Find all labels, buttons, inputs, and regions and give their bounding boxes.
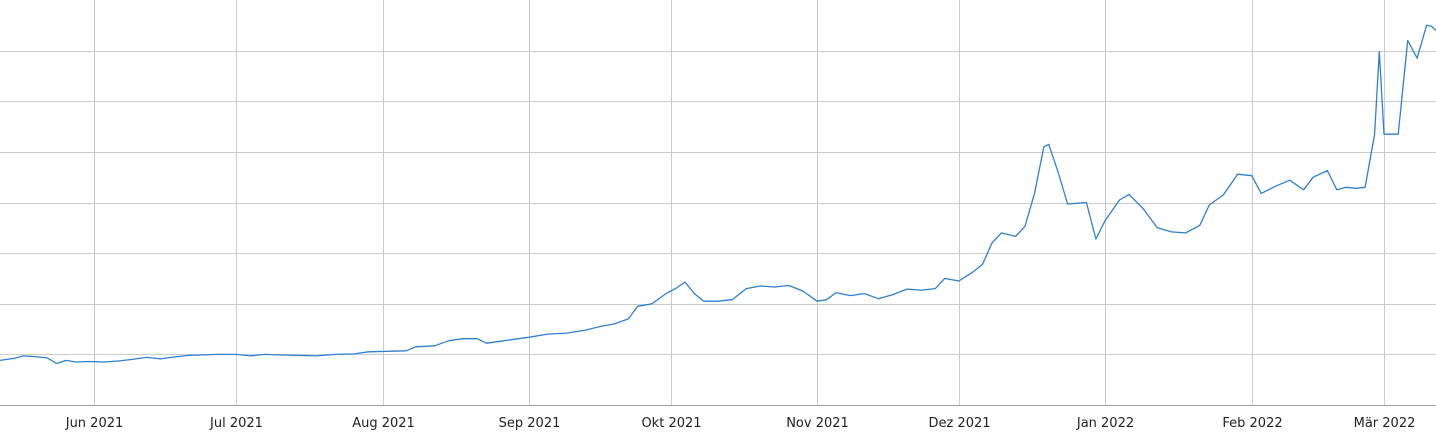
series-layer [0,24,1436,365]
x-tick-label: Feb 2022 [1222,416,1282,431]
x-tick-label: Sep 2021 [499,416,561,431]
x-tick-label: Dez 2021 [928,416,990,431]
x-tick-label: Nov 2021 [786,416,849,431]
x-tick-label: Okt 2021 [641,416,701,431]
horizontal-gridlines [0,51,1436,355]
series-line-1 [0,24,1436,365]
x-tick-label: Jul 2021 [209,416,263,431]
x-tick-label: Aug 2021 [352,416,415,431]
vertical-gridlines [94,0,1385,405]
x-tick-label: Mär 2022 [1354,416,1416,431]
x-tick-label: Jan 2022 [1076,416,1134,431]
x-tick-labels: Jun 2021 Jul 2021 Aug 2021 Sep 2021 Okt 2021… [65,416,1416,431]
x-tick-label: Jun 2021 [65,416,124,431]
